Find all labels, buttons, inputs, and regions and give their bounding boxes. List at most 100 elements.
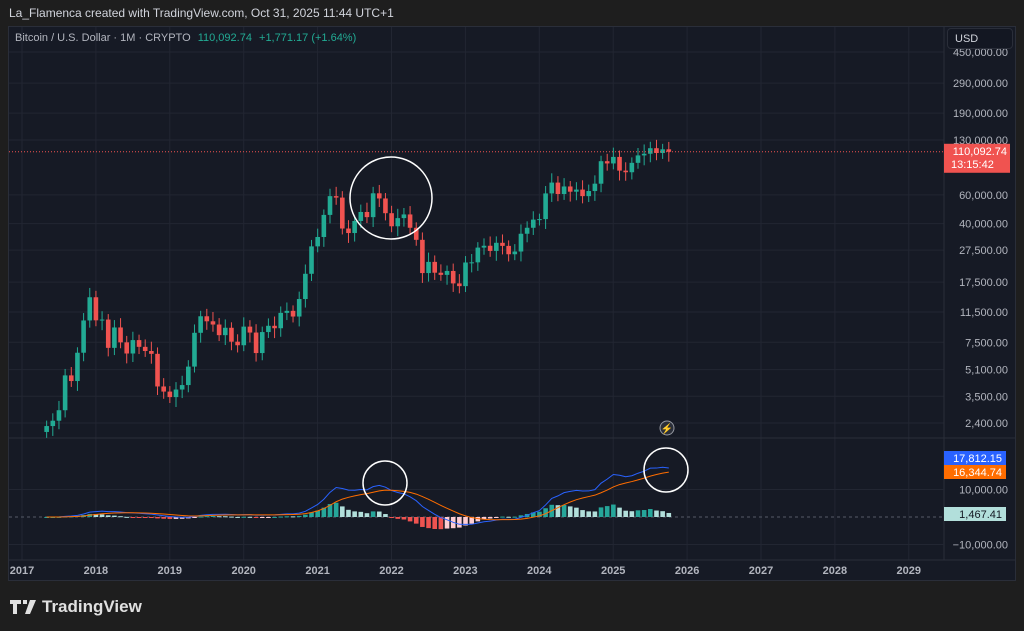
macd-histogram-bar	[173, 517, 179, 519]
macd-histogram-bar	[586, 511, 592, 517]
candle	[136, 340, 142, 347]
macd-histogram-bar	[438, 517, 444, 530]
macd-histogram-bar	[247, 516, 253, 518]
candle	[186, 366, 191, 386]
tv-logo-icon	[10, 600, 36, 614]
candle	[586, 191, 592, 197]
lightning-glyph: ⚡	[661, 422, 673, 435]
candle	[358, 211, 364, 221]
macd-histogram-bar	[389, 517, 394, 518]
candle	[395, 218, 401, 227]
candle	[44, 426, 49, 432]
macd-histogram-bar	[543, 508, 548, 517]
macd-histogram-bar	[623, 510, 628, 517]
macd-histogram-bar	[648, 509, 653, 517]
time-axis-label: 2029	[897, 565, 921, 577]
candle	[592, 183, 598, 192]
macd-histogram-bar	[136, 517, 142, 518]
currency-button[interactable]: USD	[947, 28, 1013, 49]
price-badge-countdown: 13:15:42	[951, 159, 994, 171]
candle	[105, 319, 111, 348]
candle	[179, 385, 185, 390]
price-axis-label: 11,500.00	[960, 307, 1008, 319]
candle	[500, 242, 505, 246]
macd-histogram-bar	[432, 517, 438, 530]
candle	[641, 153, 647, 156]
macd-histogram-bar	[506, 516, 511, 518]
macd-histogram-bar	[401, 517, 407, 520]
macd-axis-label: 10,000.00	[959, 485, 1008, 497]
macd-histogram-bar	[518, 515, 524, 517]
candle	[518, 233, 524, 252]
candle	[81, 320, 86, 353]
time-axis-label: 2017	[10, 565, 34, 577]
macd-histogram-bar	[426, 517, 431, 529]
candle	[463, 262, 468, 287]
candle	[235, 341, 240, 346]
macd-histogram-bar	[241, 516, 247, 518]
candle	[204, 316, 210, 322]
signal-badge-value: 16,344.74	[953, 467, 1002, 479]
macd-histogram-bar	[192, 517, 197, 518]
chart-panel[interactable]	[8, 26, 1016, 581]
macd-histogram-bar	[604, 506, 610, 517]
candle	[469, 262, 474, 264]
candle	[216, 324, 222, 336]
candle	[598, 161, 604, 184]
macd-histogram-bar	[124, 516, 130, 518]
macd-histogram-bar	[303, 514, 308, 517]
macd-histogram-bar	[666, 512, 672, 517]
candle	[666, 149, 672, 152]
price-axis-label: 450,000.00	[953, 47, 1008, 59]
price-axis-label: 190,000.00	[953, 108, 1008, 120]
histogram-badge	[944, 507, 1006, 521]
candle	[389, 213, 394, 227]
time-axis-label: 2023	[453, 565, 477, 577]
candle	[284, 310, 290, 313]
time-axis-label: 2018	[84, 565, 108, 577]
time-axis-label: 2022	[379, 565, 403, 577]
macd-histogram-bar	[266, 517, 271, 518]
candle	[648, 148, 653, 154]
candle	[62, 375, 68, 411]
candle	[296, 299, 302, 317]
macd-histogram-bar	[463, 517, 468, 526]
time-axis-label: 2019	[158, 565, 182, 577]
macd-histogram-bar	[352, 511, 357, 517]
candle	[56, 410, 62, 421]
candle	[450, 270, 456, 284]
time-axis-label: 2021	[305, 565, 329, 577]
candle	[87, 297, 93, 321]
macd-histogram-bar	[112, 515, 117, 517]
macd-histogram-bar	[358, 511, 364, 517]
candle	[567, 186, 573, 192]
candle	[309, 246, 314, 274]
lightning-icon[interactable]	[659, 420, 675, 436]
signal-badge	[944, 465, 1006, 479]
candle	[278, 312, 284, 329]
candle	[432, 261, 438, 273]
candle	[364, 211, 370, 218]
candle	[173, 389, 179, 398]
price-axis-label: 290,000.00	[953, 78, 1008, 90]
candle	[68, 375, 74, 382]
macd-histogram-bar	[395, 517, 401, 519]
macd-histogram-bar	[481, 517, 487, 520]
macd-line	[46, 466, 669, 525]
macd-histogram-bar	[580, 510, 585, 517]
candle	[611, 156, 616, 164]
macd-histogram-bar	[635, 510, 641, 517]
symbol-legend: Bitcoin / U.S. Dollar · 1M · CRYPTO 110,…	[15, 32, 356, 44]
candle	[537, 219, 542, 221]
candle	[635, 155, 641, 163]
candle	[112, 327, 117, 348]
candle	[376, 193, 382, 199]
macd-histogram-bar	[598, 507, 604, 517]
candle	[475, 247, 481, 263]
price-change: +1,771.17 (+1.64%)	[259, 32, 357, 44]
candle	[574, 189, 579, 192]
macd-histogram-bar	[130, 517, 136, 518]
macd-histogram-bar	[222, 516, 228, 518]
macd-histogram-bar	[290, 516, 296, 518]
